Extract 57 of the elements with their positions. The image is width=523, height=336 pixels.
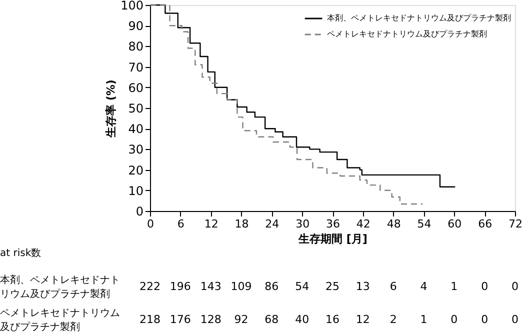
x-tick-label: 72 xyxy=(508,218,522,230)
text: 1 xyxy=(450,280,458,293)
y-tick-label: 90 xyxy=(128,19,144,34)
text: 2 xyxy=(390,313,397,326)
y-tick-label: 10 xyxy=(128,184,144,198)
text: 128 xyxy=(200,313,222,326)
text: 218 xyxy=(140,313,160,326)
x-tick-label: 42 xyxy=(356,218,370,230)
text: 54 xyxy=(295,280,310,293)
x-tick-label: 30 xyxy=(296,218,310,230)
x-axis-title: 生存期間 [月] xyxy=(298,232,368,246)
text: 12 xyxy=(356,313,370,326)
legend-label: 本剤、ペメトレキセドナトリウム及びプラチナ製剤 xyxy=(327,14,511,22)
text: 0 xyxy=(450,313,458,326)
text: 1 xyxy=(420,313,428,326)
y-tick-label: 40 xyxy=(128,122,144,136)
text: at risk数 xyxy=(0,248,42,259)
x-tick-label: 66 xyxy=(478,218,492,230)
text: 143 xyxy=(200,280,222,293)
text: 0 xyxy=(481,313,488,326)
x-tick-label: 0 xyxy=(147,218,154,230)
x-tick-label: 54 xyxy=(417,218,432,230)
text: 176 xyxy=(170,313,191,326)
y-tick-label: 80 xyxy=(128,40,144,54)
text: 109 xyxy=(230,280,252,293)
text: 25 xyxy=(326,280,340,293)
y-tick-label: 60 xyxy=(128,80,144,95)
x-tick-label: 18 xyxy=(234,218,249,230)
text: 6 xyxy=(390,280,397,293)
y-tick-label: 50 xyxy=(128,102,144,116)
y-tick-label: 30 xyxy=(128,142,144,157)
text: 0 xyxy=(512,280,518,293)
y-axis-title: 生存率 (%) xyxy=(104,80,118,138)
text: 196 xyxy=(170,280,191,293)
text: 40 xyxy=(295,313,310,326)
text: 86 xyxy=(264,280,279,293)
y-tick-label: 0 xyxy=(136,204,144,218)
y-tick-label: 20 xyxy=(128,163,144,178)
x-tick-label: 12 xyxy=(204,218,218,230)
y-tick-label: 70 xyxy=(128,60,144,74)
x-tick-label: 36 xyxy=(326,218,340,230)
x-tick-label: 6 xyxy=(177,218,184,230)
text: 16 xyxy=(326,313,340,326)
text: 0 xyxy=(481,280,488,293)
x-tick-label: 48 xyxy=(386,218,401,230)
x-tick-label: 24 xyxy=(265,218,280,230)
text: 68 xyxy=(264,313,279,326)
y-tick-label: 100 xyxy=(120,0,144,12)
x-tick-label: 60 xyxy=(448,218,462,230)
text: 222 xyxy=(140,280,160,293)
text: 92 xyxy=(234,313,248,326)
text: 4 xyxy=(420,280,428,293)
text: 13 xyxy=(356,280,370,293)
text: ペメトレキセドナトリウム及びプラチナ製剤 xyxy=(0,308,120,333)
text: 本剤、ペメトレキセドナトリウム及びプラチナ製剤 xyxy=(0,274,120,300)
legend-label: ペメトレキセドナトリウム及びプラチナ製剤 xyxy=(327,30,487,38)
text: 0 xyxy=(512,313,518,326)
